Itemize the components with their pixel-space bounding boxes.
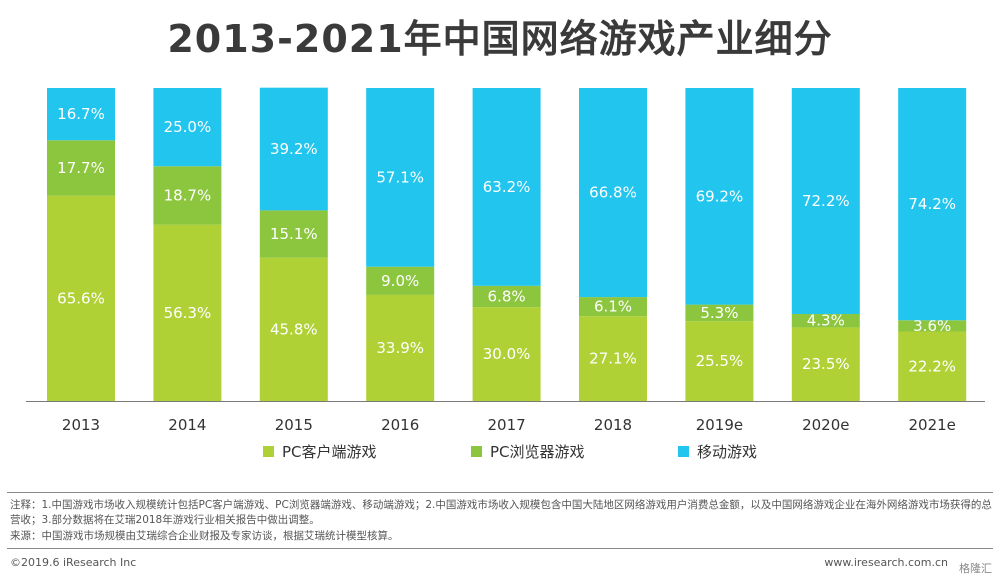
data-label-pc-browser-2015: 15.1% xyxy=(270,225,318,243)
data-label-pc-client-2016: 33.9% xyxy=(376,339,424,357)
legend-swatch-pc-client xyxy=(263,446,274,457)
data-label-mobile-2021e: 74.2% xyxy=(908,195,956,213)
data-label-pc-browser-2020e: 4.3% xyxy=(807,312,845,330)
data-label-mobile-2014: 25.0% xyxy=(164,118,212,136)
data-label-pc-client-2019e: 25.5% xyxy=(696,352,744,370)
data-label-pc-browser-2013: 17.7% xyxy=(57,159,105,177)
bar-pc-browser-2018 xyxy=(579,297,647,317)
x-tick-label-2015: 2015 xyxy=(275,416,313,434)
x-tick-label-2014: 2014 xyxy=(168,416,206,434)
legend-swatch-mobile xyxy=(678,446,689,457)
data-label-pc-client-2015: 45.8% xyxy=(270,320,318,338)
data-label-pc-browser-2016: 9.0% xyxy=(381,272,419,290)
legend-item-pc-client: PC客户端游戏 xyxy=(263,441,377,462)
data-label-pc-client-2021e: 22.2% xyxy=(908,357,956,375)
bar-mobile-2020e xyxy=(791,88,860,314)
data-label-pc-client-2014: 56.3% xyxy=(164,304,212,322)
bar-mobile-2015 xyxy=(259,87,328,211)
bar-pc-browser-2020e xyxy=(791,313,860,328)
x-tick-label-2016: 2016 xyxy=(381,416,419,434)
data-label-mobile-2018: 66.8% xyxy=(589,184,637,202)
bar-pc-client-2016 xyxy=(366,294,435,401)
data-label-pc-browser-2021e: 3.6% xyxy=(913,317,951,335)
bar-pc-browser-2015 xyxy=(259,210,328,258)
data-label-pc-client-2018: 27.1% xyxy=(589,350,637,368)
legend-label-mobile: 移动游戏 xyxy=(697,443,758,461)
data-label-pc-browser-2019e: 5.3% xyxy=(700,304,738,322)
bar-mobile-2013 xyxy=(47,88,115,141)
data-label-pc-browser-2018: 6.1% xyxy=(594,298,632,316)
bar-mobile-2016 xyxy=(366,88,435,267)
x-tick-label-2019e: 2019e xyxy=(696,416,743,434)
data-label-mobile-2016: 57.1% xyxy=(376,168,424,186)
bar-pc-browser-2013 xyxy=(47,140,115,196)
data-label-mobile-2019e: 69.2% xyxy=(696,187,744,205)
notes-text: 注释：1.中国游戏市场收入规模统计包括PC客户端游戏、PC浏览器端游戏、移动端游… xyxy=(10,499,992,526)
legend-item-pc-browser: PC浏览器游戏 xyxy=(471,441,585,462)
x-tick-label-2017: 2017 xyxy=(488,416,526,434)
legend-label-pc-browser: PC浏览器游戏 xyxy=(490,443,585,461)
bar-mobile-2017 xyxy=(472,88,541,286)
legend-item-mobile: 移动游戏 xyxy=(678,441,757,462)
legend-label-pc-client: PC客户端游戏 xyxy=(282,443,377,461)
data-label-pc-client-2017: 30.0% xyxy=(483,345,531,363)
legend: PC客户端游戏 PC浏览器游戏 移动游戏 xyxy=(0,441,1000,465)
bar-pc-client-2013 xyxy=(47,195,115,401)
data-label-mobile-2017: 63.2% xyxy=(483,178,531,196)
bar-pc-client-2014 xyxy=(153,224,222,401)
data-label-pc-client-2020e: 23.5% xyxy=(802,355,850,373)
data-label-mobile-2020e: 72.2% xyxy=(802,192,850,210)
bar-pc-client-2019e xyxy=(685,321,754,401)
website-link[interactable]: www.iresearch.com.cn xyxy=(824,556,948,569)
x-tick-label-2020e: 2020e xyxy=(802,416,849,434)
bar-mobile-2021e xyxy=(898,88,967,321)
bar-pc-browser-2021e xyxy=(898,320,967,332)
bar-pc-client-2015 xyxy=(259,257,328,401)
bar-pc-browser-2019e xyxy=(685,304,754,322)
footer-divider xyxy=(7,548,993,549)
copyright: ©2019.6 iResearch Inc xyxy=(10,556,137,569)
bar-pc-client-2021e xyxy=(898,331,967,401)
bar-pc-client-2020e xyxy=(791,327,860,401)
bar-pc-browser-2014 xyxy=(153,166,222,225)
data-label-mobile-2015: 39.2% xyxy=(270,140,318,158)
watermark: 格隆汇 xyxy=(959,562,992,575)
bar-mobile-2018 xyxy=(579,88,647,298)
x-tick-label-2021e: 2021e xyxy=(908,416,955,434)
bar-pc-client-2017 xyxy=(472,307,541,401)
chart-title: 2013-2021年中国网络游戏产业细分 xyxy=(167,17,833,61)
bar-mobile-2014 xyxy=(153,88,222,167)
stacked-bar-chart: 65.6% 17.7% 16.7% 2013 56.3% 18.7% 25.0% 2014 45… xyxy=(26,87,985,434)
legend-swatch-pc-browser xyxy=(471,446,482,457)
bar-pc-client-2018 xyxy=(579,316,647,401)
data-label-pc-browser-2014: 18.7% xyxy=(164,187,212,205)
data-label-mobile-2013: 16.7% xyxy=(57,105,105,123)
data-label-pc-client-2013: 65.6% xyxy=(57,289,105,307)
bar-pc-browser-2017 xyxy=(472,285,541,308)
bar-mobile-2019e xyxy=(685,88,754,305)
source-text: 来源：中国游戏市场规模由艾瑞综合企业财报及专家访谈，根据艾瑞统计模型核算。 xyxy=(10,530,399,542)
x-tick-label-2018: 2018 xyxy=(594,416,632,434)
x-tick-label-2013: 2013 xyxy=(62,416,100,434)
data-label-pc-browser-2017: 6.8% xyxy=(488,287,526,305)
bar-pc-browser-2016 xyxy=(366,266,435,295)
notes-divider xyxy=(7,492,993,493)
